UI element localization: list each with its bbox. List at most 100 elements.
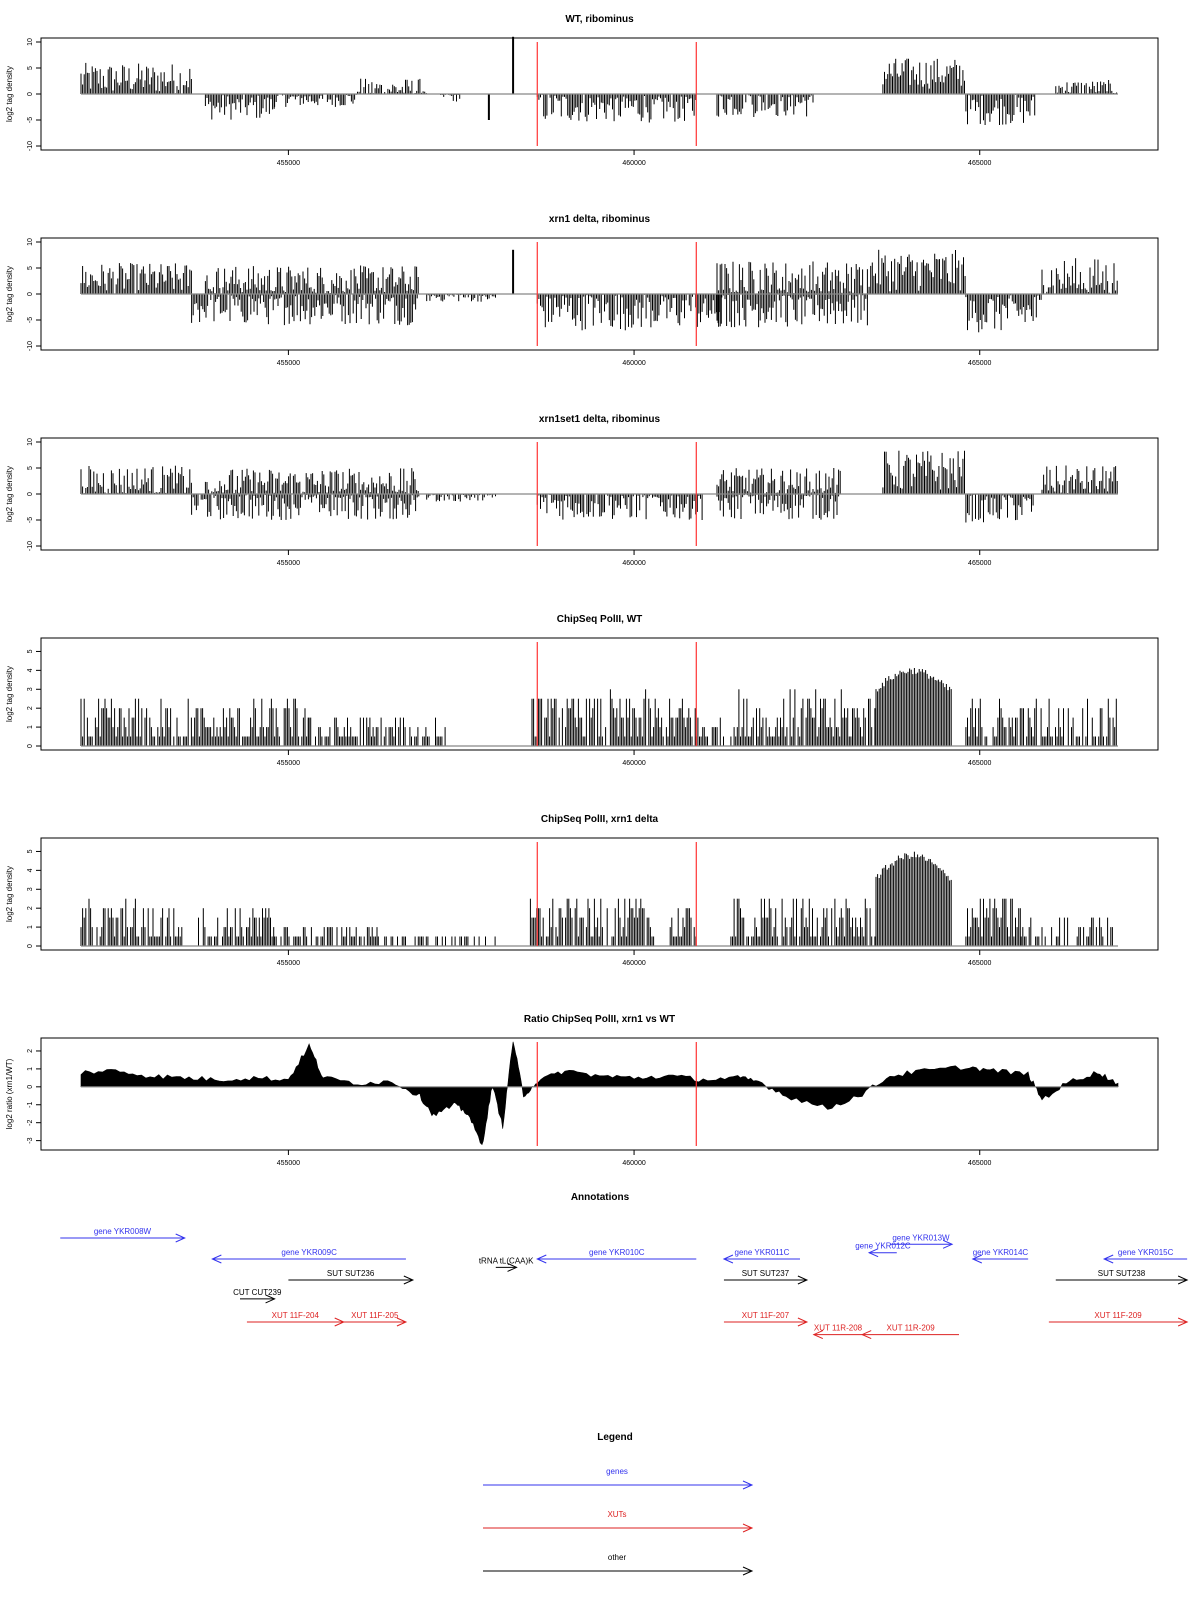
y-tick-label: -10 — [27, 341, 34, 351]
y-tick-label: 5 — [27, 466, 34, 470]
feature-arrowhead — [396, 1317, 408, 1327]
x-tick-label: 455000 — [277, 560, 300, 567]
feature-label: gene YKR010C — [589, 1248, 645, 1257]
legend-title: Legend — [597, 1432, 633, 1443]
x-tick-label: 455000 — [277, 160, 300, 167]
y-axis-label: log2 tag density — [5, 466, 14, 522]
series-bars — [80, 36, 1118, 125]
y-tick-label: -1 — [27, 1102, 34, 1108]
feature-label: CUT CUT239 — [233, 1288, 282, 1297]
feature-arrowhead — [742, 1566, 754, 1576]
x-tick-label: 455000 — [277, 960, 300, 967]
series-bars — [80, 668, 1117, 746]
x-tick-label: 465000 — [968, 360, 991, 367]
feature-label: gene YKR012C — [855, 1242, 911, 1251]
plot-frame — [40, 637, 1159, 751]
feature-label: XUT 11F-207 — [742, 1311, 790, 1320]
feature-label: XUT 11F-204 — [272, 1311, 320, 1320]
panel-4: ChipSeq PolII, WT 0 1 2 3 4 5 log2 tag density 4… — [5, 614, 1159, 767]
annotation-feature: XUT 11R-209 — [860, 1324, 959, 1340]
y-tick-label: 4 — [27, 668, 34, 672]
feature-arrowhead — [1177, 1275, 1189, 1285]
feature-label: gene YKR013W — [892, 1233, 950, 1242]
x-tick-label: 460000 — [622, 360, 645, 367]
annotation-feature: XUT 11F-205 — [343, 1311, 408, 1327]
feature-arrowhead — [812, 1330, 824, 1340]
y-tick-label: 1 — [27, 725, 34, 729]
annotation-feature: XUT 11R-208 — [812, 1324, 863, 1340]
x-tick-label: 465000 — [968, 560, 991, 567]
x-tick-label: 460000 — [622, 560, 645, 567]
y-tick-label: 3 — [27, 887, 34, 891]
panel-title: xrn1 delta, ribominus — [549, 214, 651, 225]
feature-arrowhead — [175, 1233, 186, 1243]
feature-arrowhead — [742, 1480, 754, 1490]
feature-arrowhead — [211, 1254, 222, 1264]
ratio-area — [80, 1041, 1119, 1146]
feature-label: gene YKR015C — [1118, 1248, 1174, 1257]
x-tick-label: 460000 — [622, 1160, 645, 1167]
y-tick-label: -2 — [27, 1119, 34, 1125]
panel-1: WT, ribominus -10 -5 0 5 10 log2 tag density 45… — [5, 14, 1159, 167]
annotation-feature: gene YKR012C — [855, 1242, 911, 1258]
x-tick-label: 465000 — [968, 1160, 991, 1167]
annotation-feature: XUT 11F-209 — [1048, 1311, 1189, 1327]
legend: Legend genes XUTs other — [483, 1432, 754, 1576]
feature-arrowhead — [942, 1239, 954, 1249]
y-tick-label: 3 — [27, 687, 34, 691]
x-tick-label: 465000 — [968, 160, 991, 167]
panel-title: ChipSeq PolII, WT — [557, 614, 643, 625]
feature-label: tRNA tL(CAA)K — [479, 1256, 534, 1265]
panel-title: Ratio ChipSeq PolII, xrn1 vs WT — [524, 1014, 675, 1025]
y-tick-label: 2 — [27, 706, 34, 710]
feature-label: XUT 11R-209 — [887, 1324, 936, 1333]
annotation-feature: XUT 11F-204 — [246, 1311, 345, 1327]
annotation-feature: tRNA tL(CAA)K — [479, 1256, 534, 1272]
y-tick-label: 4 — [27, 868, 34, 872]
feature-label: gene YKR011C — [735, 1248, 790, 1257]
feature-arrowhead — [860, 1330, 872, 1340]
panel-2: xrn1 delta, ribominus -10 -5 0 5 10 log2 tag d… — [5, 214, 1159, 367]
annotation-feature: SUT SUT237 — [723, 1269, 809, 1285]
y-axis-label: log2 ratio (xrn1/WT) — [5, 1058, 14, 1129]
feature-arrowhead — [265, 1294, 276, 1304]
y-axis-label: log2 tag density — [5, 66, 14, 122]
y-tick-label: 2 — [27, 1049, 34, 1053]
y-tick-label: 0 — [27, 944, 34, 948]
feature-arrowhead — [403, 1275, 415, 1285]
legend-label: other — [608, 1553, 627, 1562]
annotation-feature: gene YKR010C — [536, 1248, 697, 1264]
annotation-feature: gene YKR013W — [889, 1233, 954, 1249]
y-tick-label: -5 — [27, 517, 34, 523]
x-tick-label: 460000 — [622, 160, 645, 167]
panel-title: ChipSeq PolII, xrn1 delta — [541, 814, 659, 825]
feature-label: gene YKR008W — [94, 1227, 152, 1236]
legend-label: genes — [606, 1467, 628, 1476]
y-tick-label: 0 — [27, 92, 34, 96]
feature-label: XUT 11R-208 — [814, 1324, 863, 1333]
y-tick-label: 1 — [27, 925, 34, 929]
y-tick-label: 5 — [27, 849, 34, 853]
plot-frame — [40, 1037, 1159, 1151]
y-tick-label: 0 — [27, 292, 34, 296]
annotation-feature: gene YKR014C — [971, 1248, 1029, 1264]
legend-item: XUTs — [483, 1510, 754, 1533]
annotation-feature: XUT 11F-207 — [723, 1311, 809, 1327]
x-tick-label: 455000 — [277, 760, 300, 767]
feature-label: XUT 11F-209 — [1094, 1311, 1142, 1320]
legend-label: XUTs — [607, 1510, 626, 1519]
y-tick-label: 10 — [27, 38, 34, 46]
series-bars — [80, 851, 1113, 946]
annotation-feature: gene YKR011C — [722, 1248, 800, 1264]
feature-arrowhead — [536, 1254, 547, 1264]
annotation-feature: SUT SUT238 — [1055, 1269, 1189, 1285]
x-tick-label: 465000 — [968, 960, 991, 967]
annotation-feature: gene YKR008W — [60, 1227, 186, 1243]
series-bars — [80, 450, 1118, 523]
feature-arrowhead — [971, 1254, 983, 1264]
y-tick-label: -3 — [27, 1137, 34, 1143]
feature-label: gene YKR014C — [973, 1248, 1029, 1257]
feature-arrowhead — [1177, 1317, 1189, 1327]
y-tick-label: 2 — [27, 906, 34, 910]
